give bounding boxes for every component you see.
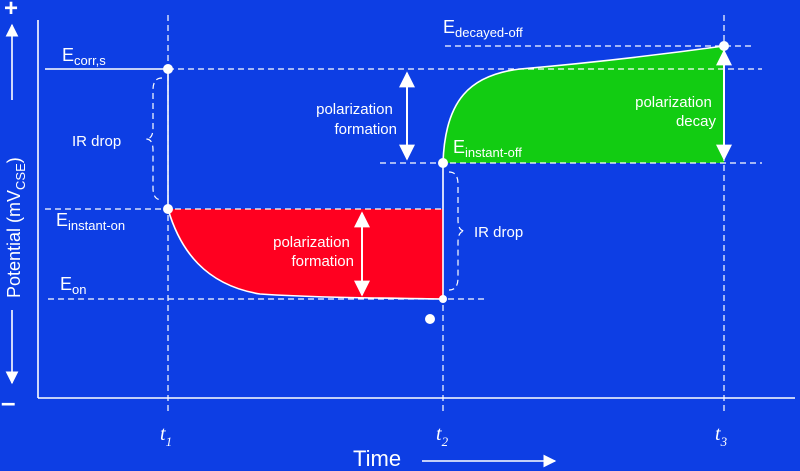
- t3-label-sub: 3: [720, 434, 728, 449]
- e-instant-off-label-main: E: [453, 137, 465, 157]
- e-instant-off-label-sub: instant-off: [465, 145, 522, 160]
- ir-drop-brace-right: [448, 171, 466, 291]
- polarization-formation-top-line1: polarization: [316, 101, 393, 118]
- e-instant-on-label-main: E: [56, 210, 68, 230]
- y-axis-label-sub: CSE: [13, 163, 28, 190]
- t2-label-main: t: [436, 423, 442, 445]
- polarization-formation-top-label: polarization formation: [316, 101, 397, 138]
- e-instant-on-label-sub: instant-on: [68, 218, 125, 233]
- t1-label-sub: 1: [166, 434, 173, 449]
- x-axis-label: Time: [353, 446, 401, 471]
- e-decayed-off-label-sub: decayed-off: [455, 25, 523, 40]
- e-instant-on-label: Einstant-on: [56, 210, 125, 233]
- t3-label: t3: [715, 423, 728, 449]
- point-e-on: [439, 295, 447, 303]
- y-axis-label: Potential (mVCSE): [4, 157, 28, 298]
- e-corr-label: Ecorr,s: [62, 45, 106, 68]
- t3-label-main: t: [715, 423, 721, 445]
- y-axis-label-close: ): [4, 157, 24, 163]
- ir-drop-right-label: IR drop: [474, 224, 523, 241]
- t2-label-sub: 2: [442, 434, 449, 449]
- polarization-formation-red-line1: polarization: [273, 234, 350, 251]
- polarization-decay-line2: decay: [676, 113, 717, 130]
- polarization-formation-red-label: polarization formation: [273, 234, 354, 270]
- t1-label: t1: [160, 423, 172, 449]
- potential-curve: [45, 45, 725, 300]
- point-e-instant-off: [438, 158, 448, 168]
- point-e-decayed-off: [719, 41, 729, 51]
- polarization-decay-line1: polarization: [635, 94, 712, 111]
- e-instant-off-label: Einstant-off: [453, 137, 522, 160]
- e-on-label-sub: on: [72, 282, 86, 297]
- e-on-label-main: E: [60, 274, 72, 294]
- ir-drop-brace-left: [145, 77, 163, 201]
- t2-label: t2: [436, 423, 449, 449]
- e-decayed-off-label: Edecayed-off: [443, 17, 523, 40]
- e-decayed-off-label-main: E: [443, 17, 455, 37]
- polarization-formation-top-line2: formation: [334, 121, 397, 138]
- polarization-formation-region: [168, 209, 443, 299]
- stray-dot: [425, 314, 435, 324]
- e-on-label: Eon: [60, 274, 86, 297]
- y-axis-label-main: Potential (mV: [4, 190, 24, 298]
- ir-drop-left-label: IR drop: [72, 133, 121, 150]
- y-plus-sign: +: [4, 0, 18, 22]
- e-corr-label-main: E: [62, 45, 74, 65]
- t1-label-main: t: [160, 423, 166, 445]
- polarization-decay-label: polarization decay: [635, 94, 716, 130]
- e-corr-label-sub: corr,s: [74, 53, 106, 68]
- y-minus-sign: –: [1, 387, 15, 417]
- polarization-formation-red-line2: formation: [291, 253, 354, 270]
- point-e-corr: [163, 64, 173, 74]
- polarization-decay-region: [443, 46, 724, 163]
- point-e-instant-on: [163, 204, 173, 214]
